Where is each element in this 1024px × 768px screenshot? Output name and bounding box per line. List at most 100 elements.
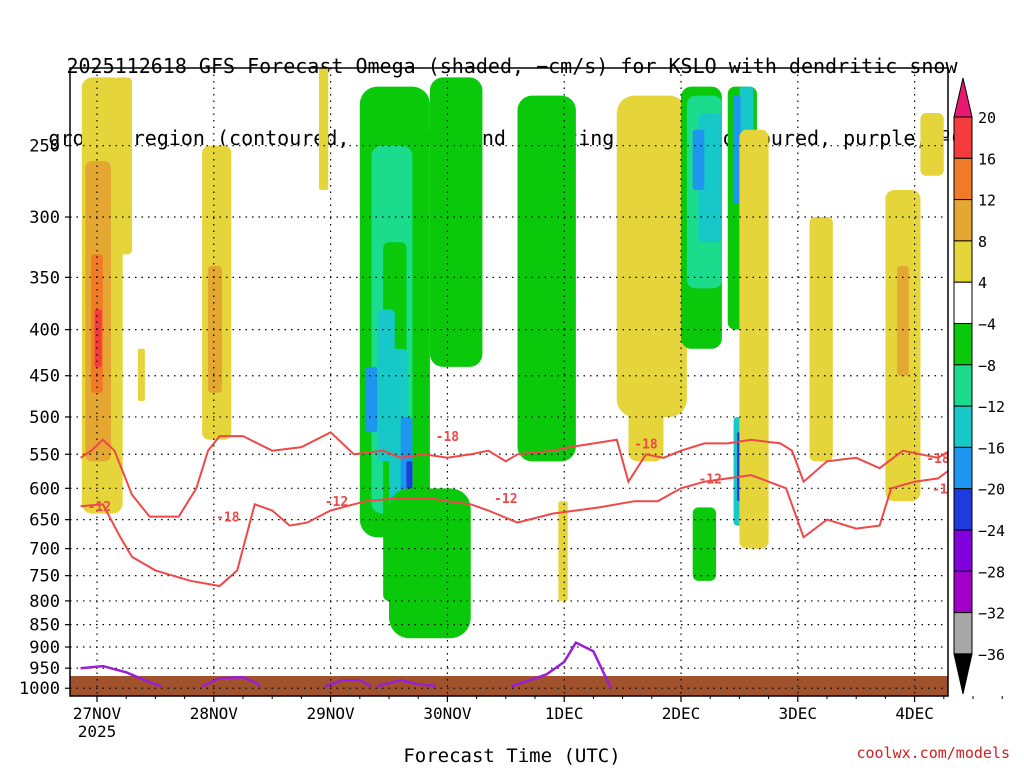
colorbar-swatch [953,488,973,531]
omega-cell [377,309,395,462]
colorbar: 20 16 12 8 4 −4 −8 −12 −16 −20 −24 −28 −32 −36 [953,77,1005,695]
omega-cell [1020,96,1024,161]
colorbar-swatch [953,240,973,283]
gridlines [70,68,948,696]
dgz-minus18-label: -18 [634,437,658,452]
colorbar-swatch [953,405,973,448]
y-tick-label: 450 [29,367,60,387]
colorbar-label: −12 [978,398,1005,416]
credit-link[interactable]: coolwx.com/models [856,744,1010,762]
dgz-minus12-label: -12 [932,482,955,497]
omega-cell [114,77,133,255]
plot-frame [69,67,949,697]
y-tick-label: 800 [29,592,60,612]
omega-cell [418,548,448,630]
x-tick-label: 4DEC [895,704,934,723]
y-tick-label: 500 [29,408,60,428]
y-axis: 2503003504004505005506006507007508008509… [19,137,70,699]
dgz-minus18-contour [80,431,948,518]
colorbar-bottom-arrow [953,653,973,695]
x-tick-label: 28NOV [190,704,239,723]
dgz-minus12-contour [80,469,948,588]
dgz-minus12-label: -12 [325,495,348,510]
contours [80,431,1024,689]
y-tick-label: 300 [29,208,60,228]
colorbar-label: −16 [978,439,1005,457]
omega-cell [897,266,909,376]
freezing-level-contour [1002,562,1024,672]
dgz-minus18-label: -18 [926,452,950,467]
omega-cell [94,309,102,367]
y-tick-label: 600 [29,479,60,499]
x-tick-label: 3DEC [779,704,818,723]
y-tick-label: 250 [29,137,60,157]
y-tick-label: 350 [29,268,60,288]
colorbar-swatch [953,199,973,242]
colorbar-swatch [953,281,973,325]
omega-cell [207,266,222,393]
omega-cell [692,129,705,191]
colorbar-label: −28 [978,563,1005,581]
colorbar-label: 12 [978,192,996,210]
omega-cell [517,95,576,462]
x-tick-label: 30NOV [423,704,472,723]
omega-cell [137,348,145,401]
x-tick-label: 27NOV [73,704,122,723]
colorbar-swatch [953,612,973,655]
x-axis-title: Forecast Time (UTC) [403,745,621,767]
colorbar-label: −8 [978,357,996,375]
x-axis: 27NOV 28NOV 29NOV 30NOV 1DEC 2DEC 3DEC 4DEC 2025 [73,696,1003,741]
dgz-minus18-label: -18 [436,430,460,445]
y-tick-label: 700 [29,540,60,560]
y-tick-label: 1000 [19,679,60,699]
colorbar-label: −4 [978,316,996,334]
colorbar-label: 4 [978,274,987,292]
colorbar-label: 16 [978,150,996,168]
freezing-level-contour [80,664,162,688]
omega-cell [365,366,378,433]
colorbar-label: −36 [978,646,1005,664]
omega-cell [318,68,329,191]
colorbar-label: −24 [978,522,1005,540]
colorbar-swatch [953,570,973,614]
y-tick-label: 900 [29,638,60,658]
colorbar-swatch [953,364,973,407]
colorbar-label: −32 [978,605,1005,623]
x-year-label: 2025 [78,722,117,741]
omega-cell [920,113,944,176]
dgz-minus12-label: -12 [698,472,721,487]
omega-cell [733,95,741,204]
colorbar-label: −20 [978,481,1005,499]
y-tick-label: 950 [29,659,60,679]
freezing-level-contour [324,679,373,688]
colorbar-swatch [953,323,973,366]
colorbar-swatch [953,446,973,490]
colorbar-label: 20 [978,109,996,127]
y-tick-label: 400 [29,321,60,341]
omega-cell [453,161,477,330]
ground-terrain [70,676,948,696]
colorbar-swatch [953,529,973,572]
freezing-level-contour [511,640,613,689]
freezing-level-contour [376,679,436,688]
x-tick-label: 29NOV [307,704,356,723]
freezing-level-contour [201,675,262,688]
omega-cell [628,217,664,462]
omega-cell [692,507,717,581]
colorbar-top-arrow [953,77,973,118]
y-tick-label: 650 [29,511,60,531]
x-tick-label: 1DEC [545,704,584,723]
chart-title-line-1: 2025112618 GFS Forecast Omega (shaded, −… [66,54,958,78]
dgz-minus12-label: -12 [88,500,111,515]
colorbar-swatch [953,157,973,201]
omega-cell [809,217,833,462]
colorbar-label: 8 [978,233,987,251]
plot-area: -12-18-12-18-12-18-12-18-120 [70,68,1024,696]
y-tick-label: 850 [29,616,60,636]
omega-cell [739,129,769,549]
dgz-minus18-label: -18 [216,511,240,526]
x-tick-label: 2DEC [662,704,701,723]
y-tick-label: 750 [29,567,60,587]
omega-shading [81,68,1024,639]
